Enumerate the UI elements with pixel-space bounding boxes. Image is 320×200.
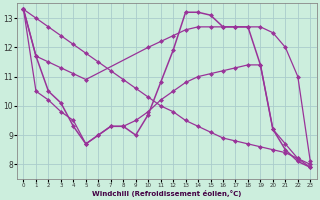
X-axis label: Windchill (Refroidissement éolien,°C): Windchill (Refroidissement éolien,°C) xyxy=(92,190,242,197)
